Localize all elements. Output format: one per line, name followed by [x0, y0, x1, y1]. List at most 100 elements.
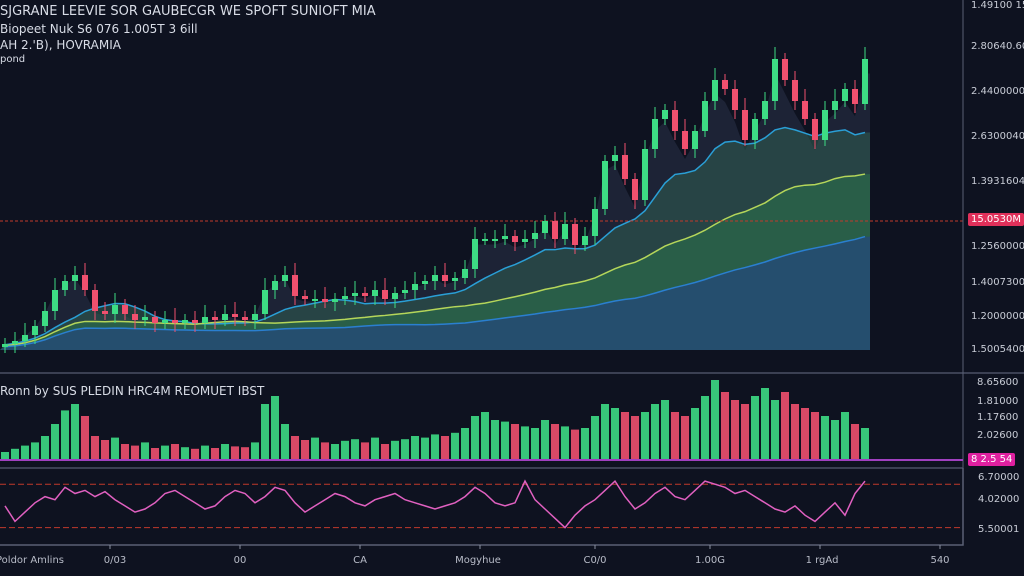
candle-body [342, 296, 348, 299]
candle-body [452, 278, 458, 281]
candle-body [232, 314, 238, 317]
candle-body [652, 119, 658, 149]
volume-bar [191, 448, 199, 460]
current-price-badge: 15.0530M [968, 213, 1024, 226]
candle-body [742, 110, 748, 140]
candle-body [502, 236, 508, 239]
volume-bar [211, 448, 219, 460]
candle-body [22, 335, 28, 341]
candle-body [782, 59, 788, 80]
candle-body [72, 275, 78, 281]
candle-body [82, 275, 88, 290]
candle-body [562, 224, 568, 239]
candle-body [432, 275, 438, 281]
volume-bar [621, 412, 629, 460]
candle-body [222, 314, 228, 320]
candle-body [12, 341, 18, 344]
volume-bar [51, 424, 59, 460]
candle-body [392, 293, 398, 299]
volume-bar [91, 436, 99, 460]
rsi-axis-label: 6.70000 [978, 472, 1020, 483]
volume-bar [541, 420, 549, 460]
candle-body [642, 149, 648, 200]
time-axis-label: C0/0 [583, 555, 607, 566]
candle-body [862, 59, 868, 104]
volume-bar [511, 424, 519, 460]
candle-body [612, 155, 618, 161]
volume-bar [11, 448, 19, 460]
candle-body [482, 239, 488, 241]
volume-bar [841, 412, 849, 460]
candle-body [142, 317, 148, 320]
volume-bar [301, 440, 309, 460]
candle-body [402, 290, 408, 293]
volume-bar [221, 444, 229, 460]
candle-body [462, 269, 468, 278]
candle-body [362, 293, 368, 296]
volume-bar [381, 444, 389, 460]
time-axis-label: 540 [930, 555, 950, 566]
volume-bar [581, 428, 589, 460]
volume-bar [1, 452, 9, 460]
volume-bar [321, 442, 329, 460]
candle-body [42, 311, 48, 326]
candle-body [202, 317, 208, 323]
volume-bar [771, 400, 779, 460]
volume-bar [551, 424, 559, 460]
candle-body [532, 233, 538, 239]
candle-body [302, 296, 308, 299]
chart-title: SJGRANE LEEVIE SOR GAUBECGR WE SPOFT SUN… [0, 4, 376, 19]
time-axis-label: 1 rgAd [805, 555, 839, 566]
time-axis-label: Mogyhue [455, 555, 501, 566]
price-axis-label: 1.4007300 [971, 277, 1024, 288]
volume-bar [671, 412, 679, 460]
price-axis-label: 1.2000000 [971, 311, 1024, 322]
candle-body [152, 317, 158, 323]
volume-bar [531, 428, 539, 460]
volume-bar [251, 442, 259, 460]
candle-body [332, 299, 338, 302]
volume-bar [681, 416, 689, 460]
candle-body [582, 236, 588, 245]
volume-axis-label: 8.65600 [977, 377, 1019, 388]
candle-body [812, 119, 818, 140]
volume-bar [731, 400, 739, 460]
volume-bar [331, 444, 339, 460]
volume-bar [421, 437, 429, 460]
candle-body [192, 320, 198, 323]
volume-bar [811, 412, 819, 460]
candle-body [702, 101, 708, 131]
volume-bar [711, 380, 719, 460]
candle-body [32, 326, 38, 335]
volume-bar [561, 426, 569, 460]
candle-body [712, 80, 718, 101]
candle-body [282, 275, 288, 281]
candle-body [662, 110, 668, 119]
volume-bar [521, 426, 529, 460]
volume-axis-label: 2.02600 [977, 430, 1019, 441]
candle-body [512, 236, 518, 242]
volume-bar [151, 448, 159, 460]
volume-bar [81, 416, 89, 460]
volume-bar [291, 436, 299, 460]
volume-pane-label: Ronn by SUS PLEDIN HRC4M REOMUET IBST [0, 384, 265, 398]
ma-slow-line [4, 235, 866, 348]
volume-bar [101, 440, 109, 460]
volume-bar [311, 437, 319, 460]
volume-bar [571, 429, 579, 460]
chart-info-small: pond [0, 54, 26, 65]
time-axis-label: CA [353, 555, 367, 566]
candle-body [632, 179, 638, 200]
volume-bar [171, 444, 179, 460]
rsi-line [4, 479, 866, 529]
candle-body [602, 161, 608, 209]
candle-body [92, 290, 98, 311]
volume-bar [411, 436, 419, 460]
volume-bar [721, 392, 729, 460]
candle-body [182, 320, 188, 323]
candle-body [292, 275, 298, 296]
candle-body [772, 59, 778, 101]
volume-bar [861, 428, 869, 460]
volume-bar [111, 437, 119, 460]
